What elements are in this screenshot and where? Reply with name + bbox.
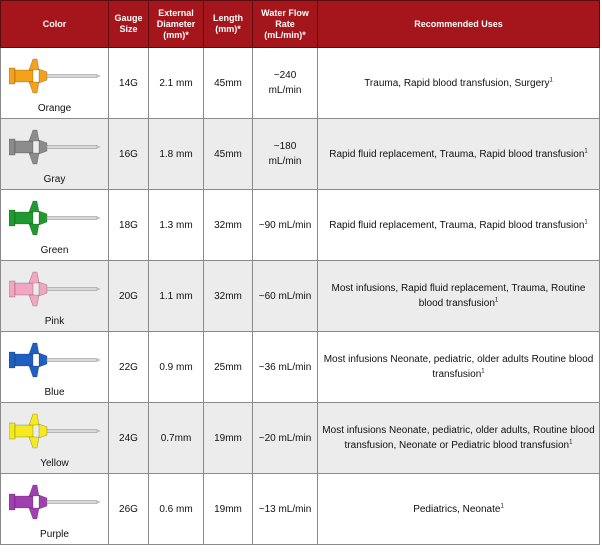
- footnote-mark: 1: [584, 148, 588, 155]
- footnote-mark: 1: [569, 439, 573, 446]
- header-uses: Recommended Uses: [317, 0, 600, 48]
- diameter-cell: 0.9 mm: [148, 331, 204, 403]
- table-row: Blue 22G 0.9 mm 25mm ~36 mL/min Most infusion…: [0, 331, 600, 403]
- flow-cell: ~60 mL/min: [252, 260, 318, 332]
- header-color: Color: [0, 0, 109, 48]
- color-cell: Yellow: [0, 402, 109, 474]
- header-length: Length (mm)*: [203, 0, 253, 48]
- gauge-cell: 22G: [108, 331, 149, 403]
- catheter-yellow-icon: [9, 413, 101, 449]
- footnote-mark: 1: [500, 503, 504, 510]
- color-name: Pink: [44, 316, 65, 327]
- color-name: Yellow: [40, 458, 69, 469]
- color-name: Orange: [37, 103, 72, 114]
- flow-cell: ~90 mL/min: [252, 189, 318, 261]
- gauge-cell: 14G: [108, 47, 149, 119]
- uses-cell: Most infusions Neonate, pediatric, older…: [317, 331, 600, 403]
- catheter-purple-icon: [9, 484, 101, 520]
- catheter-pink-icon: [9, 271, 101, 307]
- flow-cell: ~13 mL/min: [252, 473, 318, 545]
- uses-cell: Rapid fluid replacement, Trauma, Rapid b…: [317, 118, 600, 190]
- header-row: Color Gauge Size External Diameter (mm)*…: [0, 0, 600, 48]
- uses-cell: Pediatrics, Neonate1: [317, 473, 600, 545]
- gauge-cell: 16G: [108, 118, 149, 190]
- diameter-cell: 1.3 mm: [148, 189, 204, 261]
- header-diameter: External Diameter (mm)*: [148, 0, 204, 48]
- catheter-gray-icon: [9, 129, 101, 165]
- diameter-cell: 1.8 mm: [148, 118, 204, 190]
- color-cell: Blue: [0, 331, 109, 403]
- gauge-cell: 20G: [108, 260, 149, 332]
- header-flow: Water Flow Rate (mL/min)*: [252, 0, 318, 48]
- diameter-cell: 1.1 mm: [148, 260, 204, 332]
- color-cell: Orange: [0, 47, 109, 119]
- table-row: Pink 20G 1.1 mm 32mm ~60 mL/min Most infusion…: [0, 260, 600, 332]
- color-cell: Gray: [0, 118, 109, 190]
- color-cell: Green: [0, 189, 109, 261]
- footnote-mark: 1: [494, 297, 499, 304]
- flow-cell: ~36 mL/min: [252, 331, 318, 403]
- footnote-mark: 1: [481, 368, 485, 375]
- footnote-mark: 1: [549, 77, 553, 84]
- table-row: Purple 26G 0.6 mm 19mm ~13 mL/min Pediatrics,…: [0, 473, 600, 545]
- flow-cell: ~240 mL/min: [252, 47, 318, 119]
- length-cell: 32mm: [203, 260, 253, 332]
- length-cell: 45mm: [203, 47, 253, 119]
- color-name: Gray: [43, 174, 66, 185]
- header-gauge: Gauge Size: [108, 0, 149, 48]
- flow-cell: ~180 mL/min: [252, 118, 318, 190]
- table-row: Gray 16G 1.8 mm 45mm ~180 mL/min Rapid fluid …: [0, 118, 600, 190]
- catheter-blue-icon: [9, 342, 101, 378]
- diameter-cell: 0.6 mm: [148, 473, 204, 545]
- catheter-green-icon: [9, 200, 101, 236]
- length-cell: 19mm: [203, 402, 253, 474]
- gauge-cell: 24G: [108, 402, 149, 474]
- color-name: Purple: [40, 529, 69, 540]
- color-name: Blue: [44, 387, 65, 398]
- length-cell: 19mm: [203, 473, 253, 545]
- footnote-mark: 1: [584, 219, 588, 226]
- length-cell: 45mm: [203, 118, 253, 190]
- flow-cell: ~20 mL/min: [252, 402, 318, 474]
- uses-cell: Most infusions Neonate, pediatric, older…: [317, 402, 600, 474]
- uses-cell: Rapid fluid replacement, Trauma, Rapid b…: [317, 189, 600, 261]
- catheter-orange-icon: [9, 58, 101, 94]
- diameter-cell: 2.1 mm: [148, 47, 204, 119]
- diameter-cell: 0.7mm: [148, 402, 204, 474]
- length-cell: 32mm: [203, 189, 253, 261]
- length-cell: 25mm: [203, 331, 253, 403]
- uses-cell: Most infusions, Rapid fluid replacement,…: [317, 260, 600, 332]
- color-name: Green: [40, 245, 69, 256]
- uses-cell: Trauma, Rapid blood transfusion, Surgery…: [317, 47, 600, 119]
- color-cell: Pink: [0, 260, 109, 332]
- table-row: Orange 14G 2.1 mm 45mm ~240 mL/min Trauma, Ra…: [0, 47, 600, 119]
- color-cell: Purple: [0, 473, 109, 545]
- gauge-cell: 26G: [108, 473, 149, 545]
- gauge-cell: 18G: [108, 189, 149, 261]
- table-row: Green 18G 1.3 mm 32mm ~90 mL/min Rapid fluid …: [0, 189, 600, 261]
- table-row: Yellow 24G 0.7mm 19mm ~20 mL/min Most infusio…: [0, 402, 600, 474]
